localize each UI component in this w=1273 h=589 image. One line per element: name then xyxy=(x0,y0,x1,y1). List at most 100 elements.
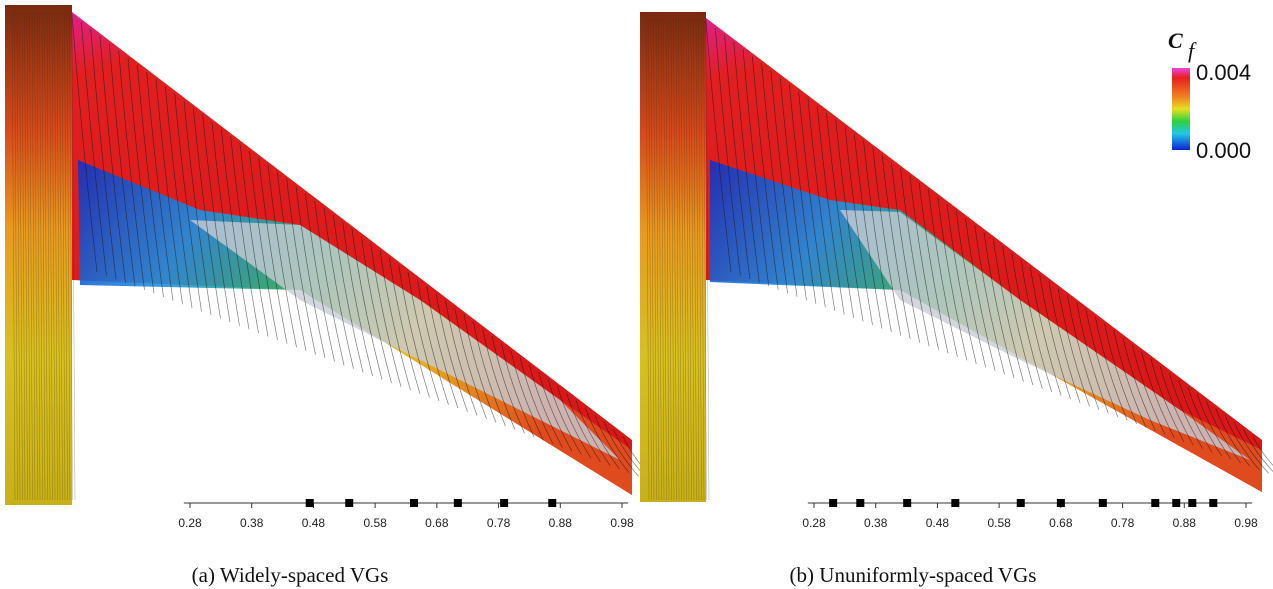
streamline xyxy=(34,11,38,501)
vg-marker xyxy=(1056,499,1065,507)
streamline xyxy=(678,17,682,501)
streamline xyxy=(500,343,535,437)
streamline xyxy=(46,11,51,501)
vortex-surface xyxy=(190,220,620,460)
streamline xyxy=(463,314,497,423)
streamline xyxy=(99,36,126,283)
streamline xyxy=(164,86,193,308)
vg-marker xyxy=(1172,499,1181,507)
streamline xyxy=(1131,344,1166,435)
x-tick-label: 0.78 xyxy=(1111,516,1135,530)
x-tick-label: 0.38 xyxy=(864,516,888,530)
streamline xyxy=(155,79,183,305)
streamline xyxy=(974,224,1005,375)
streamline xyxy=(1224,414,1260,471)
streamline xyxy=(276,171,307,351)
vg-marker xyxy=(305,499,314,507)
vg-marker xyxy=(500,499,509,507)
streamline xyxy=(248,150,278,341)
streamline xyxy=(698,17,702,501)
streamline xyxy=(1067,295,1100,410)
streamline xyxy=(538,371,573,452)
streamline xyxy=(909,175,939,350)
streamline xyxy=(665,17,670,501)
streamline xyxy=(1039,274,1071,400)
streamline xyxy=(835,119,864,322)
x-tick-label: 0.88 xyxy=(1173,516,1197,530)
streamline xyxy=(146,72,174,301)
streamline xyxy=(844,126,873,326)
streamline xyxy=(332,214,364,373)
streamline xyxy=(342,221,373,377)
streamline xyxy=(946,203,977,364)
streamline xyxy=(351,228,383,380)
streamline xyxy=(770,70,798,297)
streamline xyxy=(314,200,345,366)
streamline xyxy=(983,231,1015,379)
streamline xyxy=(675,17,680,501)
streamline xyxy=(56,11,61,501)
streamline xyxy=(1252,435,1273,466)
streamline xyxy=(26,11,31,501)
streamline xyxy=(416,278,449,405)
streamline xyxy=(655,17,660,501)
x-tick-label: 0.68 xyxy=(1049,516,1073,530)
x-tick-label: 0.68 xyxy=(425,516,449,530)
streamline xyxy=(183,100,212,316)
streamline xyxy=(435,293,468,412)
streamline xyxy=(700,17,705,501)
streamline xyxy=(826,112,854,318)
streamline xyxy=(1076,302,1109,414)
streamline xyxy=(71,11,76,501)
streamline xyxy=(174,93,202,312)
streamline xyxy=(1020,260,1053,393)
streamline xyxy=(230,136,259,333)
vortex-surface xyxy=(840,210,1250,460)
vg-marker xyxy=(829,499,838,507)
x-tick-label: 0.38 xyxy=(240,516,264,530)
streamline xyxy=(323,207,354,369)
streamline xyxy=(19,11,23,501)
streamline xyxy=(1168,372,1203,449)
streamline xyxy=(295,186,326,359)
vg-marker xyxy=(903,499,912,507)
streamline xyxy=(663,17,667,501)
vg-marker xyxy=(410,499,419,507)
streamline xyxy=(24,11,28,501)
streamline xyxy=(1150,358,1185,442)
streamline xyxy=(59,11,63,501)
streamline xyxy=(798,91,826,308)
streamline xyxy=(454,307,487,420)
streamline xyxy=(900,168,930,347)
streamline xyxy=(1233,421,1269,474)
streamline xyxy=(683,17,687,501)
colorbar-label: C xyxy=(1168,28,1183,53)
streamline xyxy=(1243,428,1273,472)
streamline xyxy=(118,50,145,290)
streamline xyxy=(444,300,478,416)
streamline xyxy=(1011,253,1043,389)
streamline xyxy=(61,11,66,501)
streamline xyxy=(761,63,788,294)
streamline xyxy=(585,407,620,470)
streamline xyxy=(41,11,46,501)
streamline xyxy=(1094,316,1128,421)
streamline xyxy=(1159,365,1194,446)
x-tick-label: 0.28 xyxy=(802,516,826,530)
x-tick-label: 0.98 xyxy=(610,516,634,530)
streamline xyxy=(693,17,697,501)
streamline xyxy=(705,20,732,273)
streamline xyxy=(742,49,770,287)
streamline xyxy=(881,154,911,340)
streamline xyxy=(1085,309,1119,417)
flow-image xyxy=(5,5,658,505)
streamline xyxy=(789,84,817,304)
streamline xyxy=(668,17,672,501)
streamline xyxy=(955,210,987,368)
vg-marker xyxy=(1209,499,1218,507)
streamline xyxy=(66,11,71,501)
streamline xyxy=(690,17,695,501)
streamline xyxy=(491,335,525,434)
streamline xyxy=(528,364,563,448)
